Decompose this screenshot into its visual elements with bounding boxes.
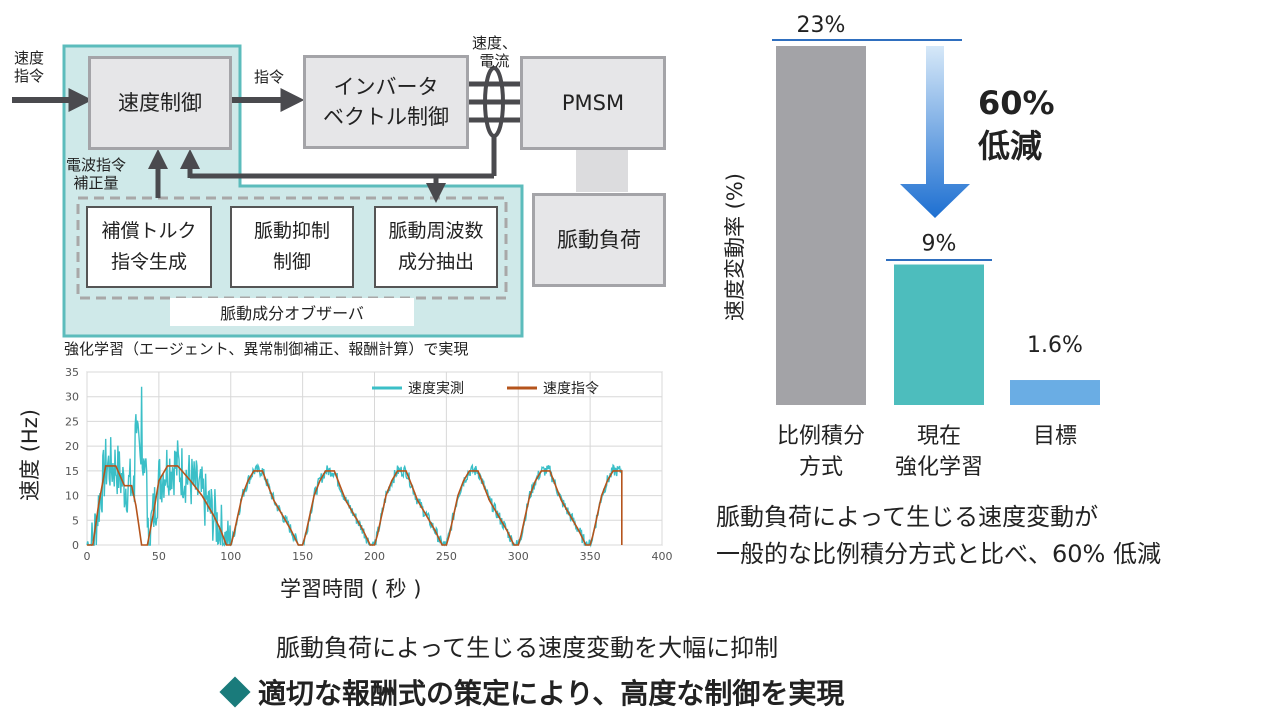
pulsation-suppress-line2: 制御 [272, 251, 311, 273]
series-command-line [87, 465, 623, 546]
speed-chart-xlabel: 学習時間 ( 秒 ) [280, 577, 422, 601]
block-diagram: 速度 指令 速度制御 指令 インバータ ベクトル制御 速度、 電流 PMSM 脈… [0, 0, 680, 358]
bottom-line2: 適切な報酬式の策定により、高度な制御を実現 [218, 672, 844, 712]
x-tick-label: 350 [580, 550, 601, 563]
y-tick-label: 0 [72, 539, 79, 552]
category-label: 現在 [917, 424, 961, 449]
right-caption-line2: 一般的な比例積分方式と比べ、60% 低減 [716, 540, 1161, 568]
input-label: 速度 指令 [14, 49, 44, 85]
x-tick-label: 150 [292, 550, 313, 563]
inverter-label-line2: ベクトル制御 [323, 105, 449, 129]
input-label-line2: 指令 [14, 67, 45, 85]
reduction-label-line1: 60% [978, 84, 1055, 122]
y-tick-label: 10 [65, 490, 79, 503]
reduction-label-line2: 低減 [978, 127, 1043, 166]
motor-shaft [576, 150, 628, 192]
pulsation-load-label: 脈動負荷 [557, 227, 641, 252]
command-label: 指令 [254, 68, 285, 86]
reduction-label: 60% 低減 [978, 82, 1055, 168]
x-tick-label: 100 [220, 550, 241, 563]
right-caption-line1: 脈動負荷によって生じる速度変動が [716, 503, 1099, 531]
y-tick-label: 30 [65, 391, 79, 404]
legend-command-label: 速度指令 [543, 381, 599, 397]
bottom-line2-text: 適切な報酬式の策定により、高度な制御を実現 [258, 677, 845, 710]
speed-control-block: 速度制御 [88, 56, 232, 150]
pulsation-suppress-line1: 脈動抑制 [253, 219, 330, 242]
observer-label: 脈動成分オブザーバ [220, 304, 364, 323]
category-label: 比例積分 [777, 424, 865, 449]
bar-2 [1010, 380, 1100, 405]
x-tick-label: 400 [652, 550, 673, 563]
bar-value-label: 1.6% [1027, 333, 1083, 358]
speed-current-line2: 電流 [479, 52, 510, 70]
bar-value-label: 23% [797, 13, 846, 38]
x-tick-label: 0 [84, 550, 91, 563]
comp-torque-line1: 補償トルク [101, 219, 197, 242]
inverter-block: インバータ ベクトル制御 [303, 55, 469, 149]
y-tick-label: 25 [65, 415, 79, 428]
inverter-label-line1: インバータ [333, 74, 439, 99]
x-tick-label: 300 [508, 550, 529, 563]
speed-chart-plot: 0 50 100 150 200 250 300 350 400 0 5 10 15 20 25 30 35 速度… [65, 366, 673, 563]
freq-extract-line2: 成分抽出 [397, 251, 474, 273]
speed-current-label: 速度、 電流 [472, 34, 517, 70]
freq-extract-line1: 脈動周波数 [388, 219, 484, 242]
y-tick-label: 5 [72, 514, 79, 527]
y-tick-label: 15 [65, 465, 79, 478]
legend-measured-label: 速度実測 [408, 381, 464, 397]
comp-torque-line2: 指令生成 [110, 251, 187, 273]
comp-torque-block: 補償トルク 指令生成 [86, 206, 212, 288]
speed-control-label: 速度制御 [118, 90, 202, 115]
motor-block: PMSM [520, 56, 666, 150]
x-tick-label: 250 [436, 550, 457, 563]
variation-bar-chart: 速度変動率 (%) 23% 比例積分 方式 9% 現在 強化学習 1.6% 目標 60% 低減 [700, 0, 1280, 500]
reduction-arrow-icon [900, 46, 970, 218]
diamond-bullet-icon [219, 676, 251, 708]
y-tick-label: 20 [65, 440, 79, 453]
y-tick-label: 35 [65, 366, 79, 379]
correction-label-line1: 電波指令 [66, 156, 127, 174]
correction-label-line2: 補正量 [73, 174, 119, 192]
rl-caption: 強化学習（エージェント、異常制御補正、報酬計算）で実現 [64, 340, 469, 358]
pulsation-load-block: 脈動負荷 [532, 193, 666, 287]
category-label: 方式 [799, 455, 843, 480]
speed-current-line1: 速度、 [472, 34, 518, 52]
bar-0 [776, 46, 866, 405]
bottom-line1: 脈動負荷によって生じる速度変動を大幅に抑制 [276, 634, 779, 662]
input-label-line1: 速度 [14, 49, 45, 67]
observer-label-box: 脈動成分オブザーバ [170, 298, 414, 326]
correction-label: 電波指令 補正量 [66, 156, 126, 192]
speed-chart: 速度 (Hz) 0 50 100 150 200 250 300 350 400 0 5 10 15 20… [0, 360, 700, 620]
category-label: 目標 [1033, 424, 1077, 449]
x-tick-label: 200 [364, 550, 385, 563]
x-tick-label: 50 [152, 550, 166, 563]
bar-value-label: 9% [922, 232, 957, 257]
pulsation-suppress-block: 脈動抑制 制御 [230, 206, 354, 288]
category-label: 強化学習 [895, 455, 983, 480]
freq-extract-block: 脈動周波数 成分抽出 [374, 206, 498, 288]
bar-1 [894, 264, 984, 405]
motor-label: PMSM [561, 90, 625, 115]
